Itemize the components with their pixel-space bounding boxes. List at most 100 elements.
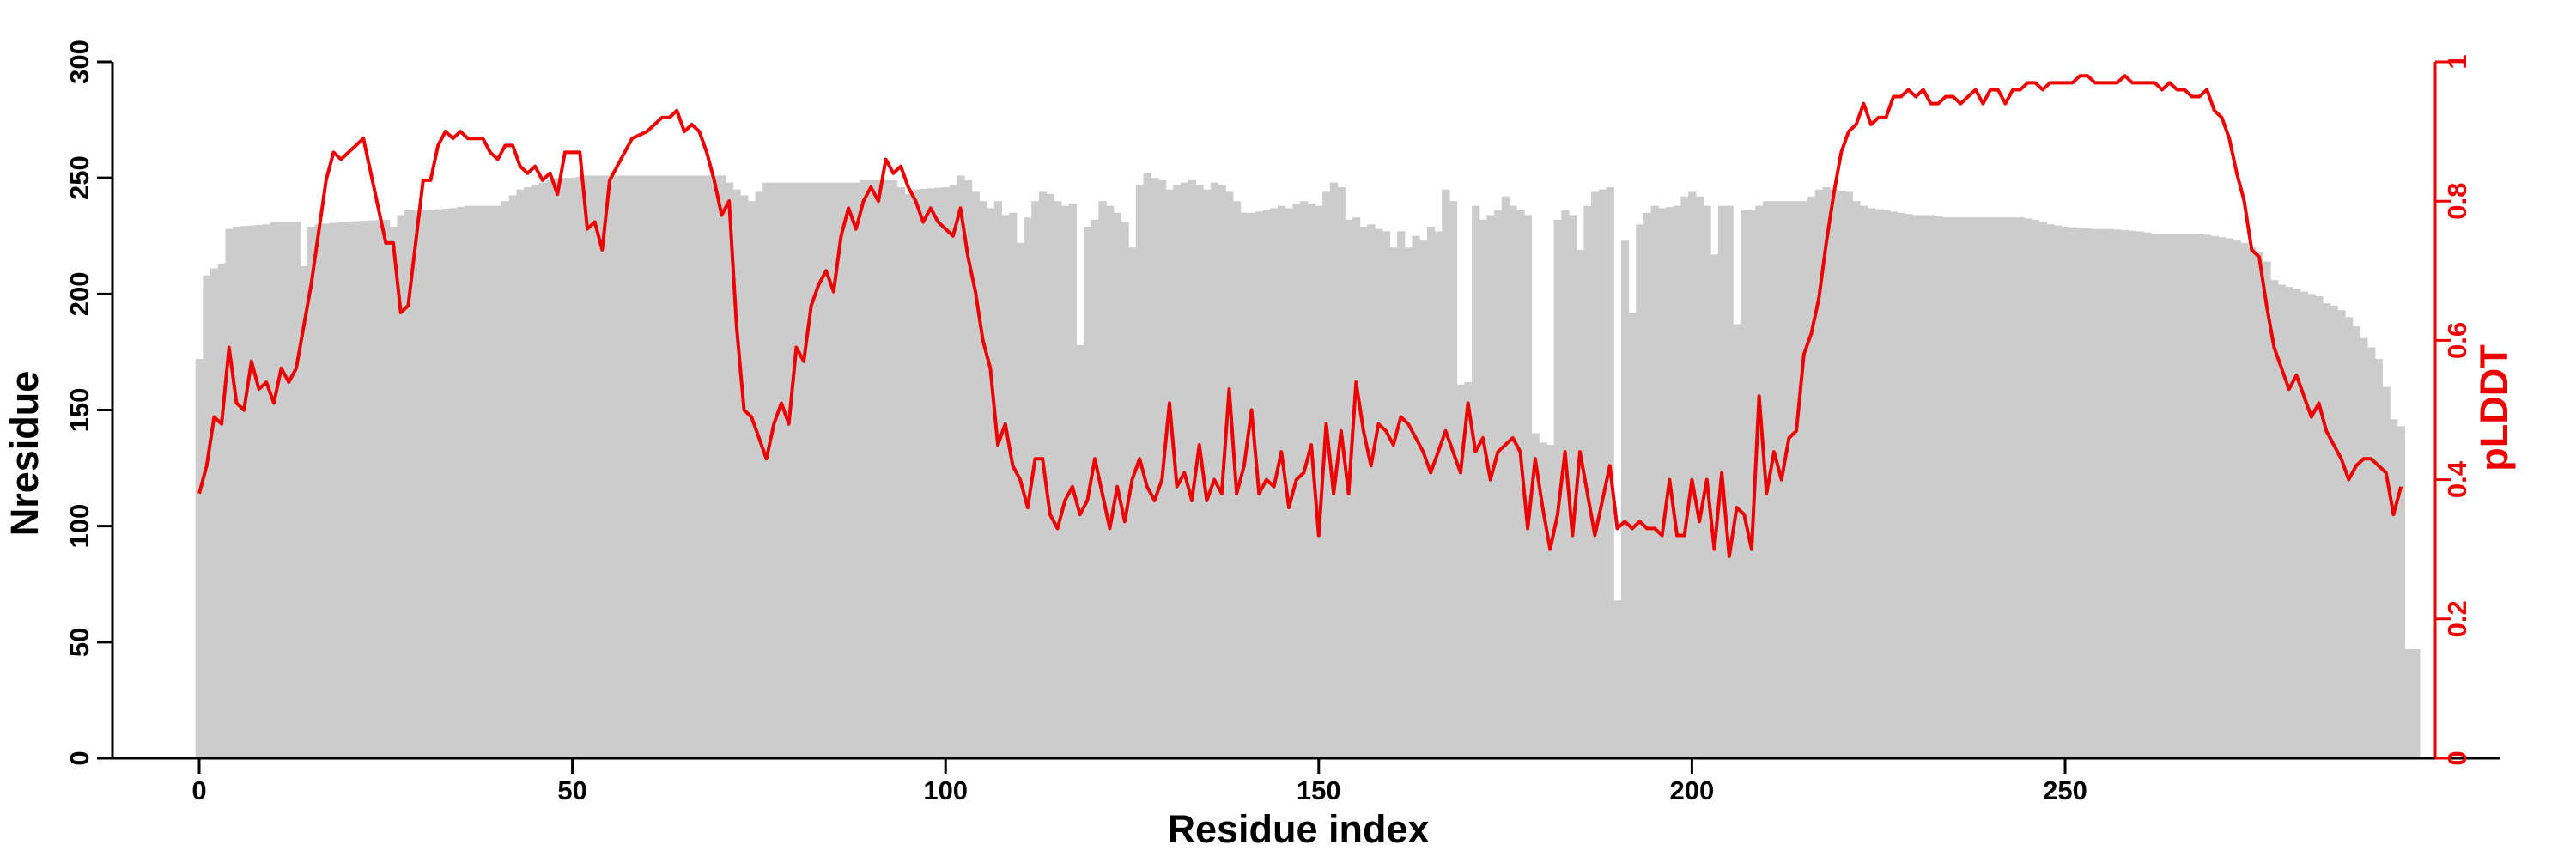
bar	[486, 205, 495, 759]
bar	[1046, 194, 1054, 759]
bar	[546, 179, 555, 758]
bar	[2225, 238, 2234, 758]
bar	[2315, 296, 2324, 758]
bar	[1539, 442, 1547, 758]
bar	[591, 175, 599, 758]
bar	[621, 175, 629, 758]
bar	[987, 208, 995, 758]
bar	[1315, 205, 1323, 759]
bar	[411, 210, 421, 758]
bar	[404, 210, 413, 758]
bar	[2099, 228, 2107, 758]
bar	[2128, 230, 2137, 758]
bar	[2143, 232, 2152, 758]
bar	[2390, 419, 2398, 758]
bar	[1747, 210, 1756, 758]
bar	[1479, 219, 1487, 758]
plddt-line	[197, 74, 2403, 558]
bar	[2136, 231, 2144, 759]
bar	[2233, 240, 2241, 758]
bar	[696, 175, 704, 758]
bar	[1658, 208, 1667, 758]
y-right-tick-label: 0.4	[2442, 460, 2472, 498]
bar	[1725, 205, 1734, 759]
bar	[1576, 249, 1584, 759]
bar	[575, 176, 585, 758]
bar	[732, 189, 741, 758]
bar	[2166, 234, 2174, 758]
bar	[718, 175, 726, 758]
bar	[210, 268, 219, 759]
bar	[815, 182, 823, 758]
bar	[1583, 205, 1592, 759]
bar	[583, 175, 592, 758]
bar	[1680, 196, 1689, 759]
bar	[1367, 224, 1376, 759]
bar	[1300, 201, 1309, 758]
bar	[2270, 280, 2279, 758]
bar	[605, 175, 614, 758]
bar	[508, 195, 518, 758]
bar	[1397, 231, 1406, 759]
bar	[217, 264, 227, 758]
bar	[1337, 186, 1346, 759]
bar	[658, 175, 666, 758]
bar	[1814, 189, 1824, 758]
bar	[1076, 344, 1084, 758]
bar	[680, 175, 689, 758]
bar	[538, 182, 547, 758]
bar	[330, 222, 338, 758]
bar	[1031, 201, 1040, 758]
bar	[1882, 210, 1891, 758]
bar	[1949, 217, 1958, 758]
bar	[434, 209, 443, 758]
bar	[919, 189, 928, 758]
bar	[740, 195, 749, 758]
bar	[1352, 217, 1361, 758]
plddt-series	[197, 74, 2403, 558]
bar	[1956, 217, 1965, 758]
bar	[568, 178, 577, 759]
bar	[2322, 303, 2331, 758]
bar	[793, 182, 801, 758]
bar	[904, 194, 913, 759]
bar	[769, 182, 779, 758]
bar	[1098, 201, 1107, 758]
bar	[478, 205, 488, 759]
x-tick-label: 100	[923, 775, 968, 805]
bar	[1501, 196, 1510, 759]
bar	[2255, 252, 2263, 758]
bar	[1934, 216, 1943, 758]
bar	[1106, 205, 1115, 759]
bar	[1837, 191, 1846, 759]
bar	[1509, 205, 1517, 759]
bar	[1195, 185, 1204, 758]
bar	[949, 185, 957, 758]
bar	[397, 215, 405, 759]
bar	[2008, 217, 2018, 758]
bar	[2113, 229, 2122, 758]
bar	[2263, 261, 2271, 758]
bar	[1807, 196, 1816, 759]
bar	[2002, 217, 2010, 758]
bar	[1546, 445, 1555, 758]
bar	[1412, 235, 1420, 758]
x-tick-label: 150	[1297, 775, 1341, 805]
bar	[1994, 217, 2002, 758]
bar	[225, 228, 234, 758]
y-right-tick-label: 0	[2442, 751, 2472, 765]
bar	[1322, 191, 1331, 758]
y-left-tick-label: 250	[64, 155, 94, 200]
bar	[2412, 648, 2421, 758]
bar	[2091, 228, 2099, 758]
bar	[1874, 209, 1883, 758]
bar	[516, 189, 525, 758]
bar	[1889, 211, 1899, 758]
bar	[1695, 196, 1704, 759]
bar	[494, 205, 502, 759]
bar	[2247, 247, 2257, 758]
bar	[1091, 219, 1099, 758]
bar	[1911, 215, 1921, 759]
y-axis-left-label: Nresidue	[3, 371, 46, 537]
